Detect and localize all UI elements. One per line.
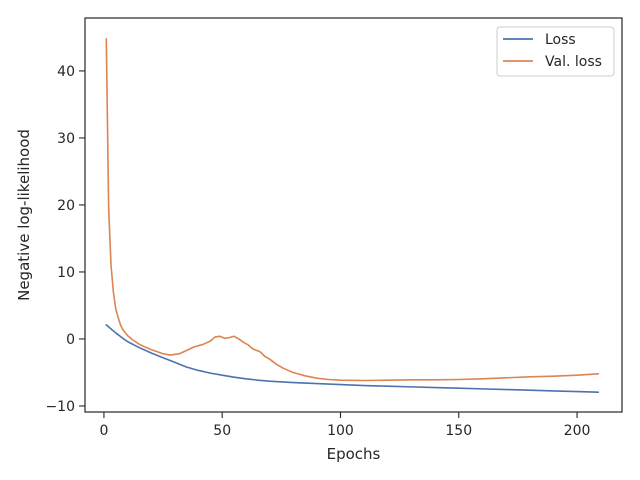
y-tick-label: −10 [45, 399, 75, 415]
x-tick-label: 150 [445, 423, 472, 439]
y-tick-label: 10 [57, 265, 75, 281]
series-line-1 [105, 37, 600, 382]
legend-label-1: Val. loss [545, 54, 602, 70]
plot-frame [84, 17, 623, 413]
y-tick-label: 40 [57, 64, 75, 80]
legend: Loss Val. loss [496, 26, 615, 77]
x-tick-label: 50 [213, 423, 231, 439]
x-tick-label: 100 [327, 423, 354, 439]
y-tick-label: 0 [66, 332, 75, 348]
series-line-0 [105, 324, 600, 394]
legend-label-0: Loss [545, 32, 576, 48]
x-axis-title: Epochs [327, 445, 381, 463]
x-tick-label: 0 [99, 423, 108, 439]
y-tick-label: 30 [57, 131, 75, 147]
series-layer [105, 37, 600, 394]
x-axis-ticks: 0 50 100 150 200 [99, 412, 590, 439]
y-axis-ticks: −10 0 10 20 30 40 [45, 64, 85, 415]
x-tick-label: 200 [564, 423, 591, 439]
y-tick-label: 20 [57, 198, 75, 214]
plot-background [85, 18, 622, 412]
y-axis-title: Negative log-likelihood [15, 129, 33, 301]
